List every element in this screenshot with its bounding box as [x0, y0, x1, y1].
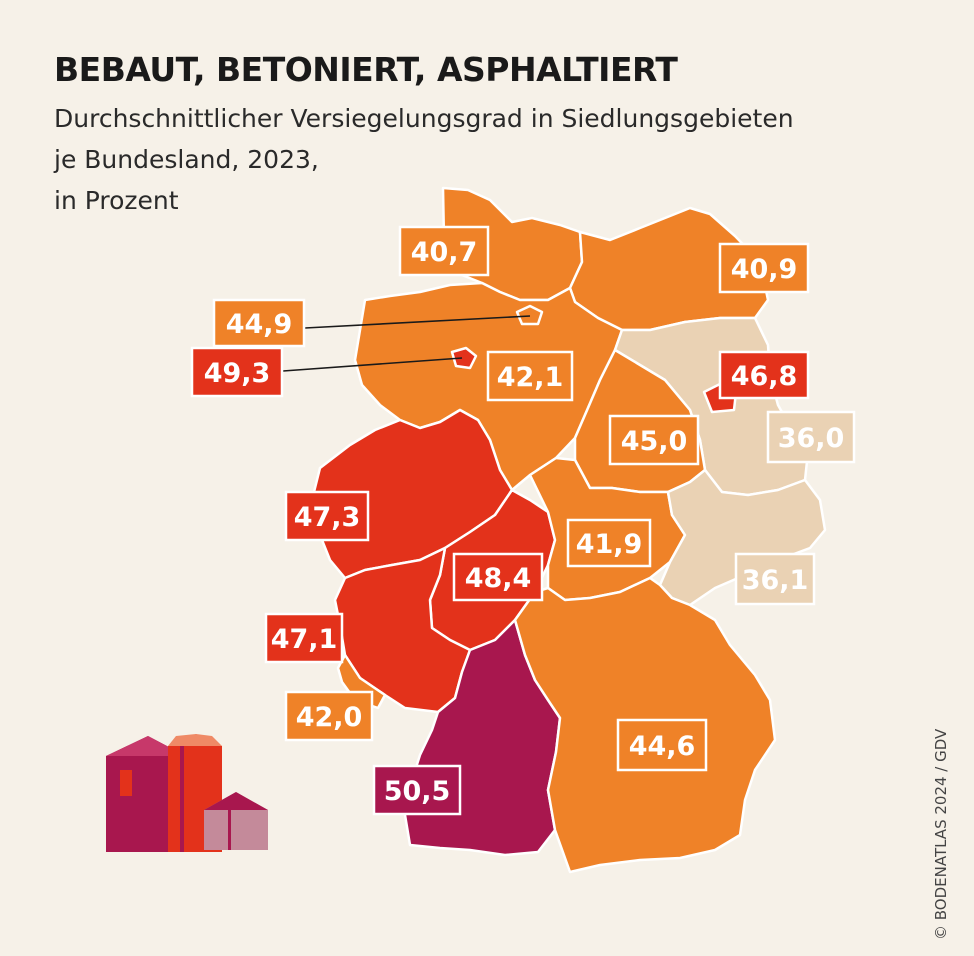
- label-hessen: 48,4: [452, 552, 544, 602]
- label-value: 36,1: [742, 565, 809, 596]
- label-thueringen: 41,9: [566, 518, 652, 568]
- label-value: 40,7: [411, 237, 478, 268]
- label-sachsen-anhalt: 45,0: [608, 414, 700, 466]
- label-value: 36,0: [778, 423, 845, 454]
- label-value: 40,9: [731, 254, 798, 285]
- leader-line-hamburg: [304, 315, 531, 329]
- label-value: 41,9: [576, 529, 643, 560]
- leader-line-bremen: [282, 357, 463, 372]
- label-bremen: 49,3: [190, 346, 284, 398]
- label-saarland: 42,0: [284, 690, 374, 742]
- source-credit: © BODENATLAS 2024 / GDV: [932, 728, 950, 940]
- region-hamburg[interactable]: [515, 304, 544, 326]
- label-schleswig-holstein: 40,7: [398, 225, 490, 277]
- label-baden-wuerttemberg: 50,5: [372, 764, 462, 816]
- label-berlin: 46,8: [718, 350, 810, 400]
- chart-subtitle: Durchschnittlicher Versiegelungsgrad in …: [54, 98, 854, 221]
- label-value: 44,6: [629, 731, 696, 762]
- label-bayern: 44,6: [616, 718, 708, 772]
- label-rheinland-pfalz: 47,1: [264, 612, 344, 664]
- label-value: 50,5: [384, 776, 451, 807]
- label-mecklenburg-vorpommern: 40,9: [718, 242, 810, 294]
- houses-icon: [106, 734, 268, 852]
- label-value: 42,1: [497, 362, 564, 393]
- subtitle-line-3: in Prozent: [54, 186, 179, 215]
- subtitle-line-2: je Bundesland, 2023,: [54, 145, 319, 174]
- label-brandenburg: 36,0: [766, 410, 856, 464]
- subtitle-line-1: Durchschnittlicher Versiegelungsgrad in …: [54, 104, 794, 133]
- label-value: 44,9: [226, 309, 293, 340]
- label-value: 46,8: [731, 361, 798, 392]
- label-nordrhein-westfalen: 47,3: [284, 490, 370, 542]
- label-value: 45,0: [621, 426, 688, 457]
- label-value: 48,4: [465, 563, 532, 594]
- chart-title: BEBAUT, BETONIERT, ASPHALTIERT: [54, 50, 678, 89]
- region-bremen[interactable]: [450, 346, 478, 370]
- label-sachsen: 36,1: [734, 552, 816, 606]
- label-hamburg: 44,9: [212, 298, 306, 348]
- label-value: 42,0: [296, 702, 363, 733]
- label-value: 49,3: [204, 358, 271, 389]
- label-niedersachsen: 42,1: [486, 350, 574, 402]
- label-value: 47,3: [294, 502, 361, 533]
- label-value: 47,1: [271, 624, 338, 655]
